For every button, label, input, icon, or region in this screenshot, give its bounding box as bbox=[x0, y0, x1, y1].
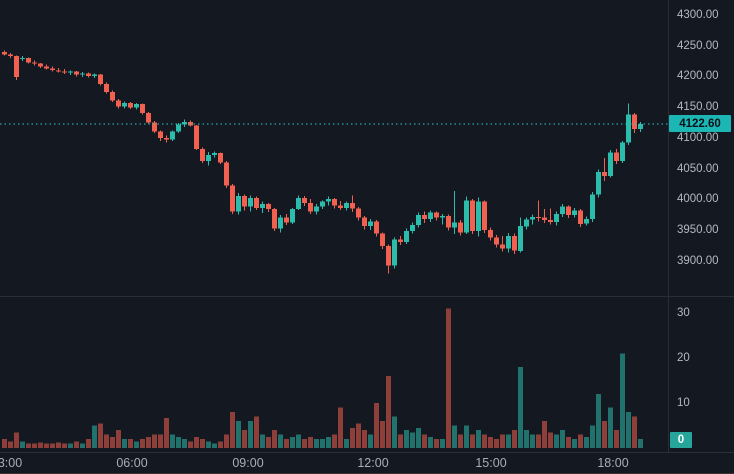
price-tick-label: 4100.00 bbox=[677, 131, 719, 144]
price-tick-label: 3950.00 bbox=[677, 223, 719, 236]
volume-tick-label: 10 bbox=[677, 397, 690, 409]
price-tick-label: 4150.00 bbox=[677, 101, 719, 114]
price-tick-label: 4000.00 bbox=[677, 193, 719, 206]
time-tick-label: 09:00 bbox=[232, 456, 264, 470]
price-axis-divider bbox=[668, 0, 669, 452]
price-tick-label: 4200.00 bbox=[677, 70, 719, 83]
price-tick-label: 4050.00 bbox=[677, 162, 719, 175]
time-axis-divider bbox=[0, 452, 734, 453]
last-volume-badge: 0 bbox=[670, 432, 692, 448]
time-tick-label: 15:00 bbox=[475, 456, 507, 470]
volume-tick-label: 20 bbox=[677, 352, 690, 364]
time-tick-label: 06:00 bbox=[116, 456, 148, 470]
price-tick-label: 3900.00 bbox=[677, 254, 719, 267]
time-tick-label: 18:00 bbox=[597, 456, 629, 470]
last-price-badge: 4122.60 bbox=[669, 115, 731, 133]
volume-tick-label: 30 bbox=[677, 307, 690, 319]
price-tick-label: 4250.00 bbox=[677, 39, 719, 52]
time-tick-label: 3:00 bbox=[0, 456, 23, 470]
pane-divider[interactable] bbox=[0, 296, 734, 297]
price-tick-label: 4300.00 bbox=[677, 9, 719, 21]
time-tick-label: 12:00 bbox=[357, 456, 389, 470]
